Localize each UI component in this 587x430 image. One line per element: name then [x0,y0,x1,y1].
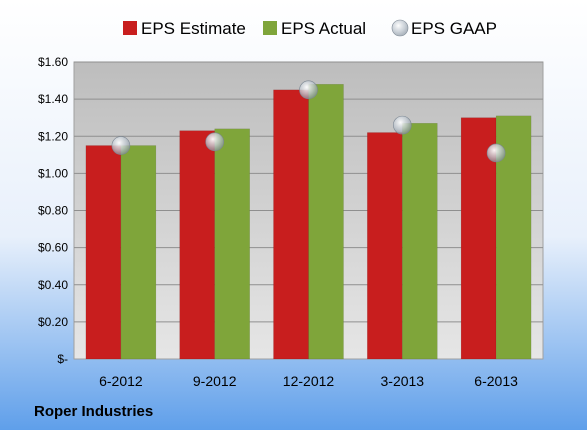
bar-eps-estimate [273,89,309,360]
legend: EPS Estimate EPS Actual EPS GAAP [123,19,497,38]
company-label: Roper Industries [34,403,153,420]
legend-swatch [391,19,409,37]
marker-eps-gaap [111,136,131,155]
bars [85,84,532,360]
bar-eps-estimate [179,130,215,360]
marker-eps-gaap [392,115,412,135]
x-tick-label: 6-2012 [99,373,143,389]
bar-eps-actual [308,84,344,360]
y-tick-label: $0.60 [38,241,68,255]
bar-eps-actual [120,145,157,360]
bar-eps-actual [402,123,438,360]
y-tick-label: $0.80 [38,204,68,218]
y-tick-label: $1.60 [38,55,68,69]
y-tick-label: $1.00 [38,166,68,180]
marker-eps-gaap [205,132,224,152]
gaap-markers [111,80,506,163]
y-tick-label: $0.20 [38,315,68,329]
x-tick-label: 12-2012 [283,373,335,389]
y-tick-label: $1.40 [38,92,68,106]
x-tick-label: 3-2013 [381,373,425,389]
legend-swatch [123,21,137,35]
y-tick-label: $- [57,352,68,366]
marker-eps-gaap [486,143,506,163]
legend-label: EPS Estimate [141,19,246,38]
marker-eps-gaap [299,80,318,100]
y-tick-label: $1.20 [38,129,68,143]
legend-swatch [263,21,277,35]
legend-label: EPS GAAP [411,19,497,38]
y-tick-label: $0.40 [38,278,68,292]
bar-eps-actual [214,128,250,360]
legend-label: EPS Actual [281,19,366,38]
y-axis-ticks: $- $0.20 $0.40 $0.60 $0.80 $1.00 $1.20 $1.40 $1.… [38,55,68,366]
x-tick-label: 6-2013 [474,373,518,389]
x-axis-labels: 6-2012 9-2012 12-2012 3-2013 6-2013 [99,373,518,389]
bar-eps-estimate [367,132,403,360]
x-tick-label: 9-2012 [193,373,237,389]
bar-eps-estimate [85,145,122,360]
